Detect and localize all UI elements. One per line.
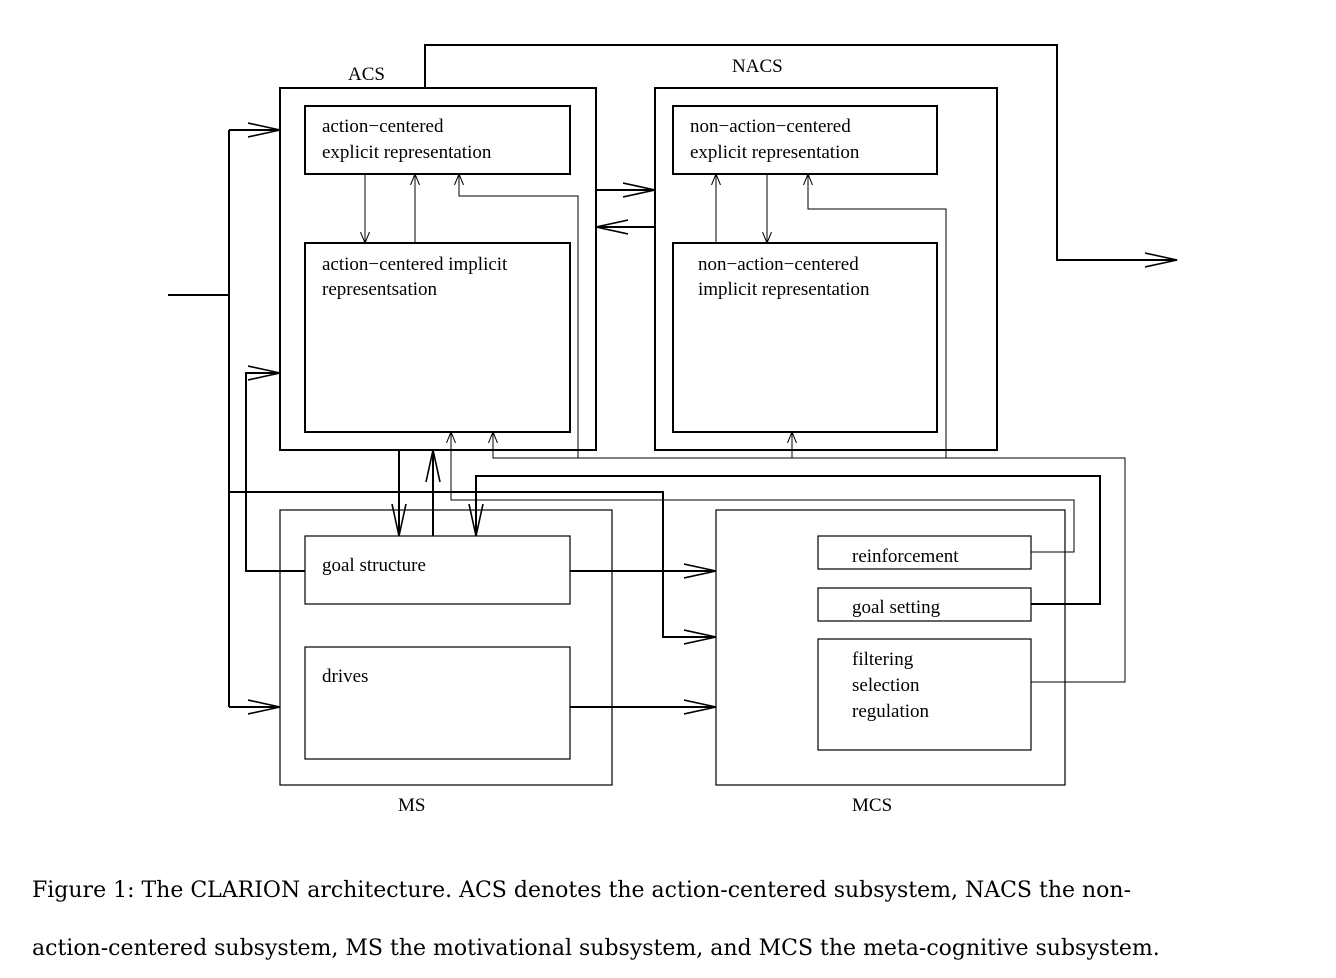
reinforcement-to-acs-implicit-arrow [451, 432, 1075, 553]
feedback-to-nacs-explicit-arrow [808, 174, 947, 458]
filtering-label: filtering selection regulation [852, 649, 930, 722]
clarion-architecture-diagram: ACS action−centered explicit representat… [168, 44, 1336, 816]
goal-structure-label: goal structure [322, 555, 426, 576]
filtering-box [817, 638, 1032, 751]
acs-implicit-label: action−centered implicit representsation [322, 254, 512, 300]
input-to-mcs-arrow [229, 491, 716, 637]
figure-caption: Figure 1: The CLARION architecture. ACS … [32, 862, 1322, 978]
acs-explicit-label: action−centered explicit representation [322, 116, 492, 163]
acs-label: ACS [348, 64, 385, 85]
drives-label: drives [322, 666, 368, 687]
nacs-label: NACS [732, 56, 783, 77]
acs-implicit-box [304, 242, 571, 433]
nacs-explicit-label: non−action−centered explicit representat… [690, 116, 860, 163]
nacs-implicit-label: non−action−centered implicit representat… [698, 254, 870, 300]
feedback-to-acs-explicit-arrow [459, 174, 579, 458]
reinforcement-label: reinforcement [852, 546, 959, 567]
acs-explicit-box [304, 105, 571, 175]
ms-outer-box [279, 509, 613, 786]
caption-line-2: action-centered subsystem, MS the motiva… [32, 936, 1160, 961]
drives-box [304, 646, 571, 760]
goal-structure-to-acs-arrow [245, 373, 305, 572]
ms-label: MS [398, 795, 425, 816]
goal-setting-to-goal-structure-arrow [476, 475, 1101, 605]
mcs-outer-box [715, 509, 1066, 786]
goal-setting-label: goal setting [852, 597, 941, 618]
mcs-label: MCS [852, 795, 892, 816]
acs-output-arrow [424, 44, 1177, 260]
filtering-to-acs-explicit-arrow [493, 432, 1126, 683]
nacs-implicit-box [672, 242, 938, 433]
nacs-outer-box [654, 87, 998, 451]
caption-line-1: Figure 1: The CLARION architecture. ACS … [32, 878, 1132, 903]
